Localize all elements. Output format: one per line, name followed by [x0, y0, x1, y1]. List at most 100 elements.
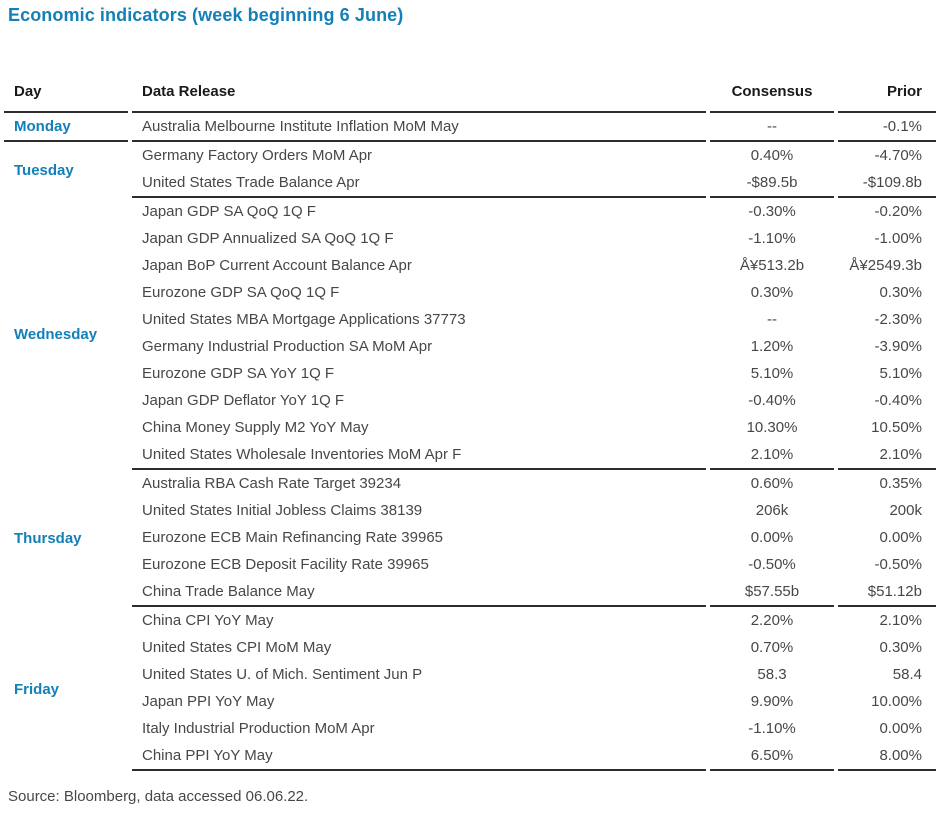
release-cell: Australia Melbourne Institute Inflation … — [132, 113, 706, 142]
figure: Economic indicators (week beginning 6 Ju… — [0, 5, 940, 805]
release-cell: United States MBA Mortgage Applications … — [142, 311, 466, 328]
prior-cell: -3.90% — [874, 338, 922, 355]
table-row: United States MBA Mortgage Applications … — [4, 306, 936, 333]
prior-cell: 8.00% — [838, 742, 936, 771]
table-row: Japan GDP Annualized SA QoQ 1Q F -1.10% … — [4, 225, 936, 252]
prior-cell: 0.00% — [879, 720, 922, 737]
table-row: United States Wholesale Inventories MoM … — [4, 441, 936, 470]
table-row: Thursday Australia RBA Cash Rate Target … — [4, 470, 936, 547]
source-note: Source: Bloomberg, data accessed 06.06.2… — [8, 788, 309, 805]
release-cell: Japan GDP Deflator YoY 1Q F — [142, 392, 345, 409]
table-row: Japan PPI YoY May 9.90% 10.00% — [4, 688, 936, 715]
prior-cell: 0.30% — [879, 639, 922, 656]
consensus-cell: -1.10% — [748, 720, 796, 737]
consensus-cell: 206k — [755, 502, 789, 519]
release-cell: China Trade Balance May — [132, 578, 706, 607]
prior-cell: 5.10% — [879, 365, 922, 382]
consensus-cell: -0.30% — [748, 203, 796, 220]
col-header-prior: Prior — [838, 83, 936, 113]
release-cell: Eurozone GDP SA QoQ 1Q F — [142, 284, 340, 301]
table-row: Eurozone ECB Deposit Facility Rate 39965… — [4, 551, 936, 578]
release-cell: United States U. of Mich. Sentiment Jun … — [142, 666, 423, 683]
economic-indicators-table: Day Data Release Consensus Prior Monday … — [0, 83, 940, 771]
prior-cell: 58.4 — [892, 666, 922, 683]
consensus-cell: 0.30% — [750, 284, 794, 301]
page-title: Economic indicators (week beginning 6 Ju… — [8, 5, 404, 25]
release-cell: Eurozone ECB Main Refinancing Rate 39965 — [142, 529, 444, 546]
prior-cell: $51.12b — [838, 578, 936, 607]
consensus-cell: 1.20% — [750, 338, 794, 355]
day-cell-thursday: Thursday — [14, 530, 82, 547]
consensus-cell: -$89.5b — [710, 169, 834, 198]
release-cell: Eurozone ECB Deposit Facility Rate 39965 — [142, 556, 429, 573]
day-cell-friday: Friday — [14, 680, 60, 698]
release-cell: China Money Supply M2 YoY May — [142, 419, 369, 436]
consensus-cell: $57.55b — [710, 578, 834, 607]
prior-cell: 2.10% — [879, 612, 922, 629]
day-cell-monday: Monday — [4, 113, 128, 142]
table-row: Germany Industrial Production SA MoM Apr… — [4, 333, 936, 360]
table-row: China Money Supply M2 YoY May 10.30% 10.… — [4, 414, 936, 441]
table-row: United States Trade Balance Apr -$89.5b … — [4, 169, 936, 198]
consensus-cell: 0.40% — [750, 147, 794, 164]
release-cell: Japan GDP SA QoQ 1Q F — [142, 203, 316, 220]
consensus-cell: Å¥513.2b — [739, 257, 805, 274]
consensus-cell: -0.40% — [748, 392, 796, 409]
prior-cell: 0.35% — [879, 475, 922, 492]
consensus-cell: -- — [767, 311, 777, 328]
prior-cell: 200k — [889, 502, 922, 519]
table-row: Japan GDP Deflator YoY 1Q F -0.40% -0.40… — [4, 387, 936, 414]
prior-cell: -4.70% — [874, 147, 922, 164]
table-row: United States U. of Mich. Sentiment Jun … — [4, 661, 936, 688]
release-cell: United States Wholesale Inventories MoM … — [132, 441, 706, 470]
consensus-cell: 2.20% — [750, 612, 794, 629]
release-cell: Japan GDP Annualized SA QoQ 1Q F — [142, 230, 394, 247]
prior-cell: 2.10% — [838, 441, 936, 470]
release-cell: Japan BoP Current Account Balance Apr — [142, 257, 412, 274]
prior-cell: 10.50% — [871, 419, 922, 436]
table-row: Tuesday Germany Factory Orders MoM Apr 0… — [4, 142, 936, 179]
release-cell: United States Trade Balance Apr — [132, 169, 706, 198]
release-cell: Italy Industrial Production MoM Apr — [142, 720, 375, 737]
table-row: Japan BoP Current Account Balance Apr Å¥… — [4, 252, 936, 279]
consensus-cell: 0.60% — [750, 475, 794, 492]
release-cell: China CPI YoY May — [142, 612, 274, 629]
consensus-cell: 9.90% — [750, 693, 794, 710]
release-cell: Japan PPI YoY May — [142, 693, 275, 710]
consensus-cell: 5.10% — [750, 365, 794, 382]
prior-cell: Å¥2549.3b — [849, 257, 922, 274]
consensus-cell: 6.50% — [710, 742, 834, 771]
header-row: Day Data Release Consensus Prior — [4, 83, 936, 113]
table-row: Friday China CPI YoY May 2.20% 2.10% — [4, 607, 936, 698]
table-row: China PPI YoY May 6.50% 8.00% — [4, 742, 936, 771]
release-cell: United States Initial Jobless Claims 381… — [142, 502, 423, 519]
prior-cell: 0.00% — [879, 529, 922, 546]
table-row: Italy Industrial Production MoM Apr -1.1… — [4, 715, 936, 742]
prior-cell: -0.20% — [874, 203, 922, 220]
prior-cell: -0.1% — [838, 113, 936, 142]
consensus-cell: 58.3 — [757, 666, 787, 683]
prior-cell: -0.40% — [874, 392, 922, 409]
prior-cell: -2.30% — [874, 311, 922, 328]
consensus-cell: -- — [710, 113, 834, 142]
day-cell-wednesday: Wednesday — [14, 325, 98, 343]
table-row: Eurozone GDP SA QoQ 1Q F 0.30% 0.30% — [4, 279, 936, 306]
consensus-cell: -0.50% — [748, 556, 796, 573]
release-cell: Germany Factory Orders MoM Apr — [142, 147, 373, 164]
prior-cell: -0.50% — [874, 556, 922, 573]
prior-cell: -1.00% — [874, 230, 922, 247]
table-row: China Trade Balance May $57.55b $51.12b — [4, 578, 936, 607]
release-cell: Eurozone GDP SA YoY 1Q F — [142, 365, 335, 382]
consensus-cell: -1.10% — [748, 230, 796, 247]
prior-cell: -$109.8b — [838, 169, 936, 198]
col-header-data-release: Data Release — [132, 83, 706, 113]
consensus-cell: 0.00% — [750, 529, 794, 546]
consensus-cell: 2.10% — [710, 441, 834, 470]
consensus-cell: 0.70% — [750, 639, 794, 656]
release-cell: China PPI YoY May — [132, 742, 706, 771]
table-row: Eurozone ECB Main Refinancing Rate 39965… — [4, 524, 936, 551]
table-row: Monday Australia Melbourne Institute Inf… — [4, 113, 936, 142]
release-cell: Germany Industrial Production SA MoM Apr — [142, 338, 433, 355]
col-header-day: Day — [4, 83, 128, 113]
col-header-consensus: Consensus — [710, 83, 834, 113]
